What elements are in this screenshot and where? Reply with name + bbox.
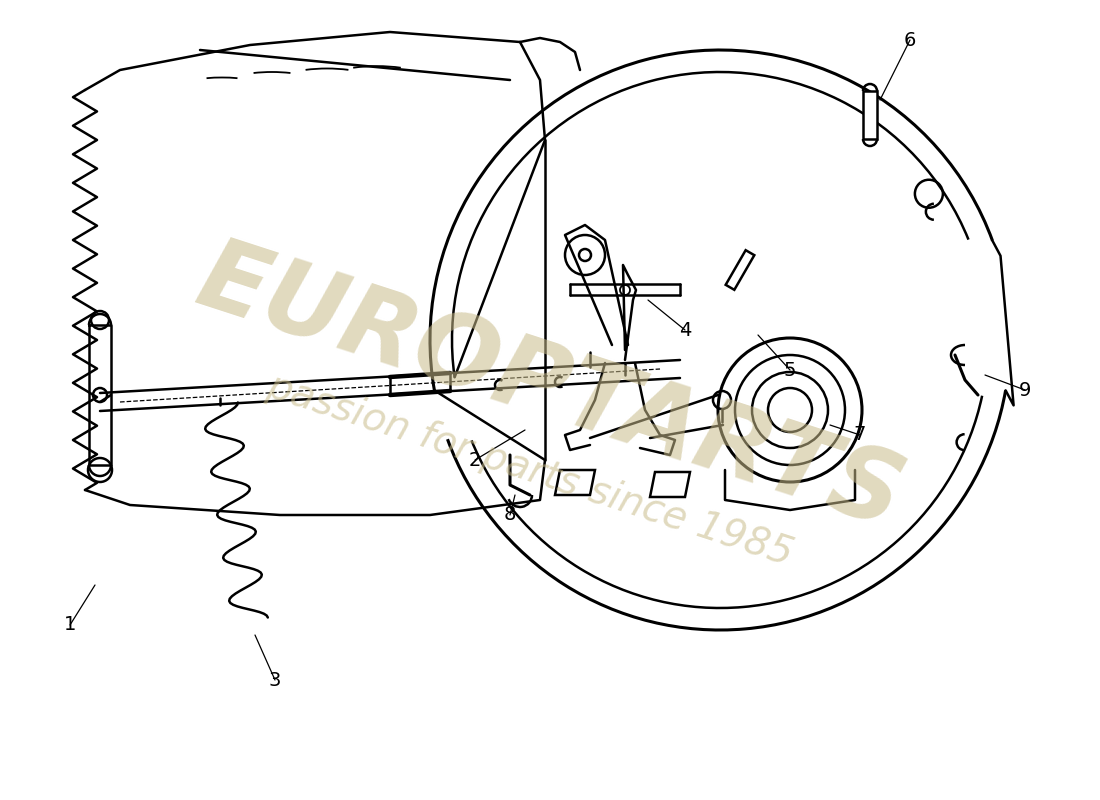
Text: 5: 5 xyxy=(783,361,796,379)
Text: passion for parts since 1985: passion for parts since 1985 xyxy=(262,367,798,573)
Polygon shape xyxy=(650,472,690,497)
Text: 3: 3 xyxy=(268,670,282,690)
Polygon shape xyxy=(556,470,595,495)
Text: 4: 4 xyxy=(679,321,691,339)
Polygon shape xyxy=(864,91,877,139)
Text: 7: 7 xyxy=(854,426,866,445)
Text: EUROPTARTS: EUROPTARTS xyxy=(185,230,915,550)
Text: 2: 2 xyxy=(469,450,481,470)
Polygon shape xyxy=(726,250,755,290)
Text: 1: 1 xyxy=(64,615,76,634)
Text: 9: 9 xyxy=(1019,381,1031,399)
Text: 8: 8 xyxy=(504,506,516,525)
Text: 6: 6 xyxy=(904,30,916,50)
